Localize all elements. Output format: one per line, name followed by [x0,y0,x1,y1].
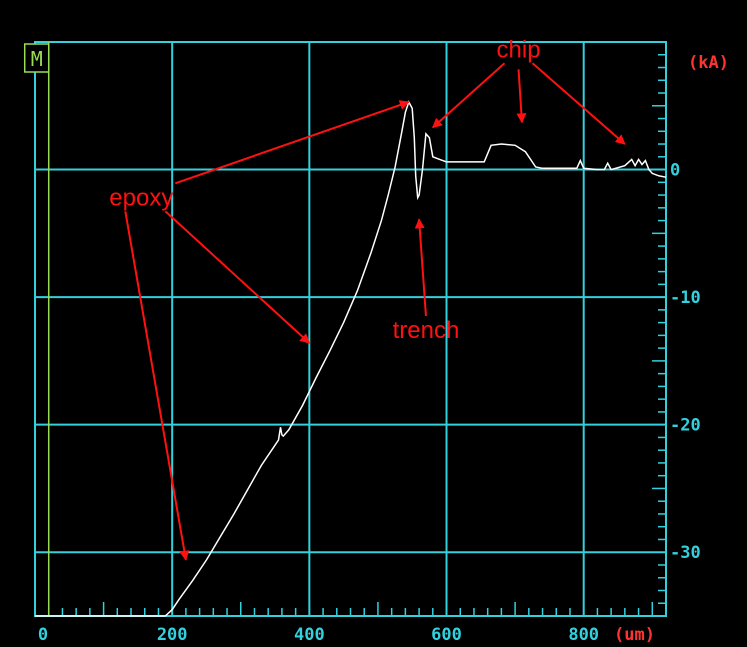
annotation-arrow [164,210,311,344]
annotation-arrow [414,218,427,316]
x-tick-label: 200 [157,625,188,645]
y-tick-label: -10 [670,288,701,308]
axis-ticks [34,41,667,617]
annotation-arrow [531,62,626,145]
annotation-arrow [174,100,410,185]
marker-box [23,43,50,73]
y-tick-label: -30 [670,543,701,563]
annotation-arrow [432,62,506,129]
x-tick-label: 800 [568,625,599,645]
annotation-arrow [124,211,190,561]
annotations: chip epoxy trench [109,36,626,561]
cursor-marker[interactable]: M [23,42,50,616]
x-tick-label: 400 [294,625,325,645]
y-tick-label: -20 [670,416,701,436]
marker-label: M [31,47,43,71]
series [35,100,667,617]
x-unit-label: (um) [614,625,655,645]
series-line [35,100,667,617]
y-tick-label: 0 [670,161,680,181]
annotation-trench: trench [393,317,460,344]
x-tick-label: 600 [431,625,462,645]
tick-labels: 0 200 400 600 800 0 -10 -20 -30 [38,161,701,645]
annotation-arrow [516,69,527,124]
y-unit-label: (kA) [688,53,729,73]
annotation-chip: chip [497,36,541,63]
x-tick-label: 0 [38,625,48,645]
annotation-epoxy: epoxy [109,184,173,211]
